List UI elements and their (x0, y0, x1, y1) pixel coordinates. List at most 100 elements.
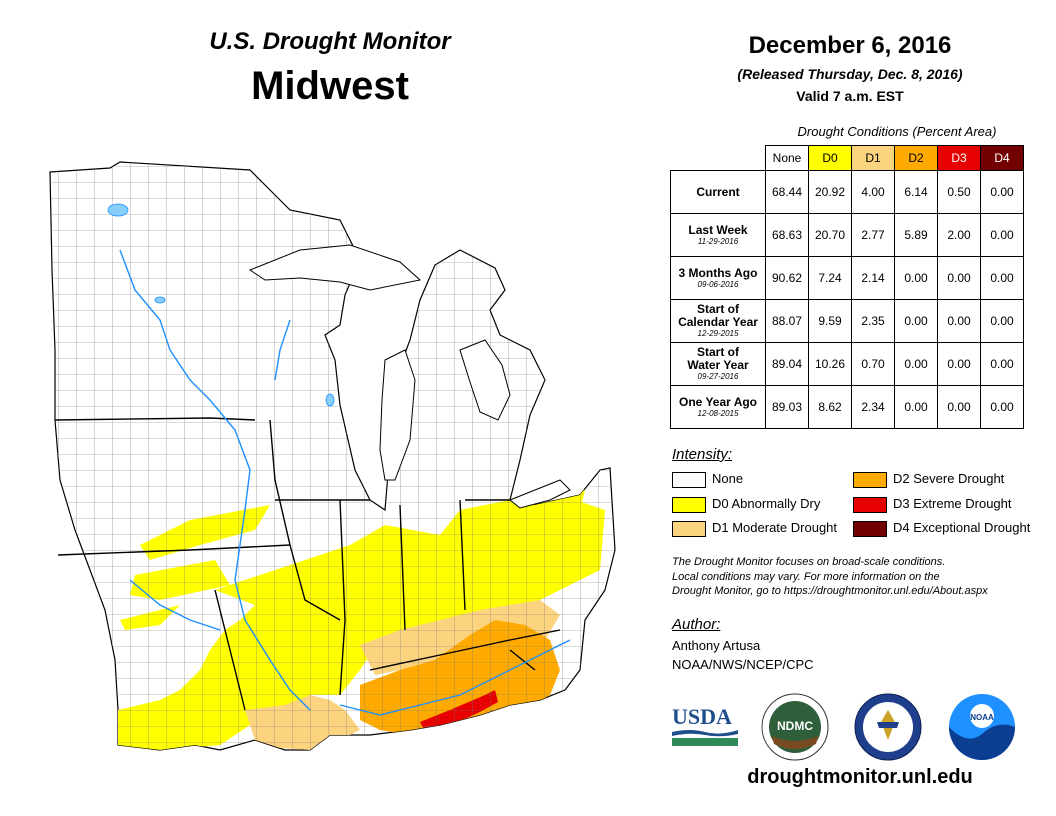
column-header-none: None (765, 145, 809, 171)
lake-michigan (379, 349, 416, 481)
table-row: 3 Months Ago 09-06-2016 90.62 7.24 2.14 0.00 0… (670, 256, 1024, 300)
table-cell: 0.00 (937, 299, 981, 343)
table-cell: 0.00 (894, 342, 938, 386)
header-blank (671, 146, 766, 171)
table-cell: 0.00 (980, 299, 1024, 343)
lake-huron (459, 339, 511, 421)
map-date: December 6, 2016 (748, 32, 952, 59)
table-cell: 68.63 (765, 213, 809, 257)
inland-lakes (107, 203, 335, 407)
lake-superior (248, 244, 422, 291)
table-cell: 0.50 (937, 170, 981, 214)
legend-item-d0: D0 Abnormally Dry (672, 495, 820, 513)
row-label: One Year Ago 12-08-2015 (670, 385, 766, 429)
legend-label: D2 Severe Drought (893, 471, 1005, 486)
column-header-d0: D0 (808, 145, 852, 171)
legend-label: D3 Extreme Drought (893, 496, 1012, 511)
ndmc-logo[interactable]: NDMC (760, 692, 830, 762)
great-lakes (248, 244, 571, 509)
row-label-text: Start of Calendar Year (678, 302, 758, 329)
table-cell: 20.70 (808, 213, 852, 257)
table-cell: 10.26 (808, 342, 852, 386)
row-label-text: Start of Water Year (687, 345, 749, 372)
usda-logo-text: USDA (672, 704, 732, 729)
row-label: Last Week 11-29-2016 (670, 213, 766, 257)
table-cell: 88.07 (765, 299, 809, 343)
table-cell: 20.92 (808, 170, 852, 214)
table-row: Last Week 11-29-2016 68.63 20.70 2.77 5.89 2.0… (670, 213, 1024, 257)
row-label-text: 3 Months Ago (678, 265, 758, 280)
row-label-date: 11-29-2016 (697, 236, 739, 246)
row-label-text: Current (696, 184, 740, 199)
table-cell: 0.00 (980, 342, 1024, 386)
row-label: Current (670, 170, 766, 214)
row-label-text: Last Week (688, 222, 748, 237)
map-title: Midwest (251, 64, 409, 108)
row-label-date: 09-06-2016 (697, 279, 739, 289)
midwest-drought-map (49, 161, 616, 751)
table-cell: 2.14 (851, 256, 895, 300)
row-label: 3 Months Ago 09-06-2016 (670, 256, 766, 300)
table-cell: 0.00 (980, 170, 1024, 214)
legend-label: D1 Moderate Drought (712, 520, 838, 535)
legend-item-d3: D3 Extreme Drought (853, 495, 1012, 513)
column-header-d1: D1 (851, 145, 895, 171)
drought-conditions-table: None D0 D1 D2 D3 D4 Current 68.44 20.92 4.0… (670, 145, 1024, 429)
note-line: Local conditions may vary. For more info… (672, 570, 940, 583)
column-header-d2: D2 (894, 145, 938, 171)
noaa-logo-text: NOAA (970, 713, 994, 722)
legend-swatch (853, 496, 887, 513)
table-cell: 7.24 (808, 256, 852, 300)
legend-label: D0 Abnormally Dry (712, 496, 821, 511)
legend-swatch (853, 471, 887, 488)
table-cell: 0.70 (851, 342, 895, 386)
intensity-title: Intensity: (672, 446, 733, 463)
note-line: The Drought Monitor focuses on broad-sca… (672, 556, 946, 568)
author-name: Anthony Artusa (672, 638, 761, 653)
table-cell: 0.00 (980, 256, 1024, 300)
ndmc-logo-text: NDMC (777, 719, 813, 733)
table-cell: 9.59 (808, 299, 852, 343)
table-cell: 89.03 (765, 385, 809, 429)
row-label: Start of Calendar Year 12-29-2015 (670, 299, 766, 343)
table-cell: 5.89 (894, 213, 938, 257)
legend-item-d4: D4 Exceptional Drought (853, 519, 1030, 537)
usda-logo[interactable]: USDA (670, 700, 740, 750)
valid-time: Valid 7 a.m. EST (796, 88, 904, 104)
table-row: One Year Ago 12-08-2015 89.03 8.62 2.34 0.00 0… (670, 385, 1024, 429)
lake-erie (509, 479, 571, 509)
legend-swatch (853, 520, 887, 537)
disclaimer-note: The Drought Monitor focuses on broad-sca… (672, 555, 1042, 599)
author-organization: NOAA/NWS/NCEP/CPC (672, 657, 814, 672)
conditions-title: Drought Conditions (Percent Area) (797, 124, 997, 139)
noaa-logo[interactable]: NOAA (947, 692, 1017, 762)
legend-label: None (712, 471, 744, 486)
county-boundaries (50, 162, 615, 750)
table-cell: 2.34 (851, 385, 895, 429)
table-cell: 89.04 (765, 342, 809, 386)
table-cell: 0.00 (937, 256, 981, 300)
row-label-date: 12-08-2015 (697, 408, 739, 418)
column-header-d3: D3 (937, 145, 981, 171)
author-label: Author: (672, 616, 721, 633)
table-cell: 0.00 (980, 213, 1024, 257)
table-cell: 6.14 (894, 170, 938, 214)
legend-swatch (672, 471, 706, 488)
legend-label: D4 Exceptional Drought (893, 520, 1031, 535)
table-cell: 8.62 (808, 385, 852, 429)
website-link[interactable]: droughtmonitor.unl.edu (747, 766, 973, 788)
table-cell: 68.44 (765, 170, 809, 214)
title-top: U.S. Drought Monitor (209, 28, 451, 55)
table-cell: 2.77 (851, 213, 895, 257)
table-cell: 4.00 (851, 170, 895, 214)
table-cell: 2.35 (851, 299, 895, 343)
commerce-seal-logo[interactable] (853, 692, 923, 762)
row-label-text: One Year Ago (678, 394, 758, 409)
table-cell: 0.00 (937, 385, 981, 429)
table-cell: 2.00 (937, 213, 981, 257)
table-cell: 90.62 (765, 256, 809, 300)
legend-swatch (672, 496, 706, 513)
table-cell: 0.00 (894, 256, 938, 300)
table-header-row: None D0 D1 D2 D3 D4 (671, 145, 1024, 171)
note-line-link[interactable]: Drought Monitor, go to https://droughtmo… (672, 585, 988, 597)
